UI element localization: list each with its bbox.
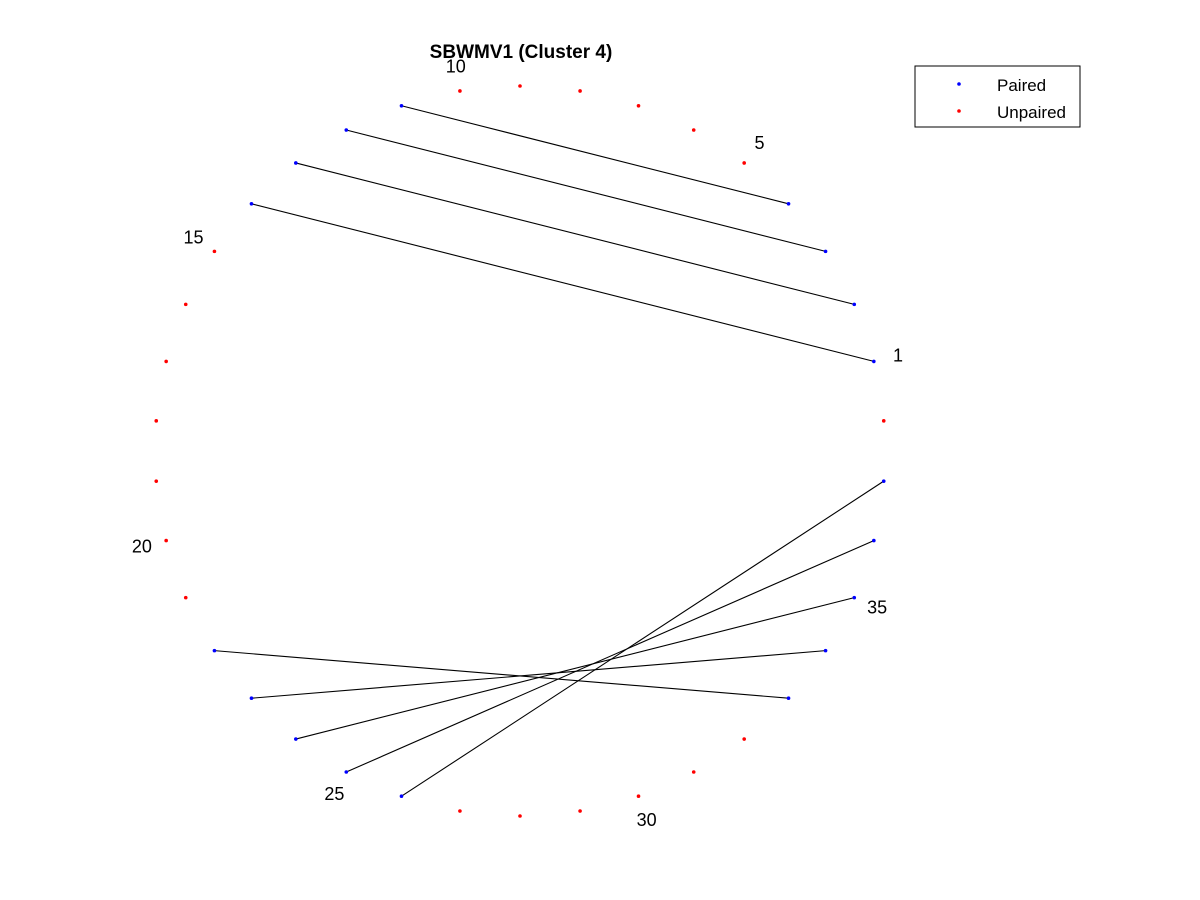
paired-node-1 — [872, 359, 876, 364]
paired-node-14 — [249, 201, 254, 206]
position-nodes — [154, 84, 886, 818]
legend-marker-unpaired — [957, 109, 961, 113]
unpaired-node-27 — [458, 809, 462, 813]
position-label-5: 5 — [755, 133, 765, 153]
pair-line-24-35 — [295, 597, 855, 740]
position-label-1: 1 — [893, 345, 903, 365]
paired-node-13 — [294, 161, 298, 165]
unpaired-node-20 — [164, 538, 168, 543]
position-label-15: 15 — [183, 228, 203, 248]
pair-line-1-14 — [251, 203, 874, 362]
unpaired-node-38 — [881, 419, 886, 423]
unpaired-node-30 — [636, 794, 641, 799]
paired-node-36 — [872, 538, 876, 543]
unpaired-node-9 — [518, 84, 522, 88]
unpaired-node-16 — [183, 302, 188, 307]
position-label-30: 30 — [637, 810, 657, 830]
unpaired-node-7 — [636, 103, 641, 108]
pair-line-4-11 — [401, 105, 789, 205]
pair-line-2-13 — [295, 162, 855, 305]
paired-node-22 — [212, 648, 217, 653]
pair-line-23-34 — [251, 650, 826, 699]
unpaired-node-10 — [458, 89, 462, 93]
legend-box — [914, 65, 1081, 128]
unpaired-node-32 — [742, 737, 746, 741]
paired-node-25 — [344, 770, 349, 774]
paired-node-35 — [852, 595, 857, 600]
position-label-25: 25 — [324, 784, 344, 804]
position-label-20: 20 — [132, 537, 152, 557]
unpaired-node-18 — [154, 419, 159, 423]
unpaired-node-29 — [578, 809, 582, 813]
paired-node-23 — [249, 696, 254, 701]
unpaired-node-8 — [578, 89, 582, 93]
legend-label-paired: Paired — [997, 76, 1046, 95]
unpaired-node-5 — [742, 161, 746, 165]
paired-node-4 — [786, 201, 791, 206]
unpaired-node-28 — [518, 814, 522, 818]
pair-line-22-33 — [214, 650, 789, 699]
unpaired-node-15 — [212, 249, 217, 254]
legend: Paired Unpaired — [914, 65, 1081, 128]
legend-label-unpaired: Unpaired — [997, 103, 1066, 122]
paired-node-2 — [852, 302, 857, 307]
paired-node-34 — [823, 648, 828, 653]
unpaired-node-19 — [154, 479, 159, 483]
paired-node-3 — [823, 249, 828, 254]
unpaired-node-21 — [183, 595, 188, 600]
paired-node-33 — [786, 696, 791, 701]
unpaired-node-17 — [164, 359, 168, 364]
pair-line-25-36 — [346, 540, 875, 773]
chart-title: SBWMV1 (Cluster 4) — [430, 42, 613, 63]
position-label-35: 35 — [867, 598, 887, 618]
legend-marker-paired — [957, 82, 961, 86]
pair-line-3-12 — [346, 129, 826, 252]
paired-node-24 — [294, 737, 298, 741]
paired-node-11 — [399, 103, 404, 108]
paired-node-12 — [344, 128, 349, 132]
position-label-10: 10 — [446, 56, 466, 76]
unpaired-node-31 — [691, 770, 696, 774]
paired-node-37 — [881, 479, 886, 483]
pair-line-26-37 — [401, 480, 885, 797]
pair-lines — [214, 105, 885, 797]
paired-node-26 — [399, 794, 404, 799]
unpaired-node-6 — [691, 128, 696, 132]
